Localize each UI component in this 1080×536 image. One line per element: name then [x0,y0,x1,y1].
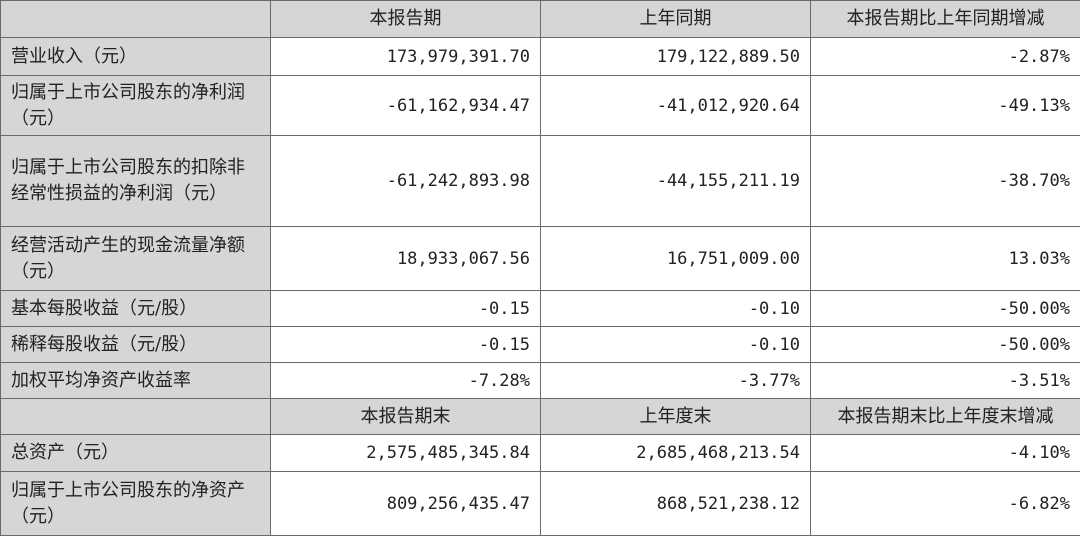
column-header: 本报告期末 [271,399,541,435]
table-cell: -3.77% [541,363,811,399]
table-cell: -2.87% [811,38,1080,76]
header-row: 本报告期末上年度末本报告期末比上年度末增减 [1,399,1080,435]
column-header [1,399,271,435]
column-header [1,1,271,38]
table-cell: -7.28% [271,363,541,399]
column-header: 上年同期 [541,1,811,38]
table-cell: 173,979,391.70 [271,38,541,76]
row-label: 稀释每股收益（元/股） [1,327,271,363]
table-row: 基本每股收益（元/股）-0.15-0.10-50.00% [1,291,1080,327]
table-cell: -0.10 [541,291,811,327]
table-cell: 868,521,238.12 [541,472,811,536]
table-cell: 18,933,067.56 [271,227,541,291]
table-row: 归属于上市公司股东的扣除非经常性损益的净利润（元）-61,242,893.98-… [1,136,1080,227]
table-cell: -4.10% [811,435,1080,472]
row-label: 加权平均净资产收益率 [1,363,271,399]
row-label: 基本每股收益（元/股） [1,291,271,327]
table-cell: -41,012,920.64 [541,76,811,136]
table-cell: 2,575,485,345.84 [271,435,541,472]
column-header: 上年度末 [541,399,811,435]
table-cell: -49.13% [811,76,1080,136]
row-label: 归属于上市公司股东的净资产（元） [1,472,271,536]
row-label: 经营活动产生的现金流量净额（元） [1,227,271,291]
table-row: 加权平均净资产收益率-7.28%-3.77%-3.51% [1,363,1080,399]
table-cell: -3.51% [811,363,1080,399]
table-cell: -0.15 [271,291,541,327]
row-label: 总资产（元） [1,435,271,472]
table-cell: -44,155,211.19 [541,136,811,227]
table-cell: -50.00% [811,291,1080,327]
table-cell: 13.03% [811,227,1080,291]
table-cell: -61,162,934.47 [271,76,541,136]
table-cell: 16,751,009.00 [541,227,811,291]
table-cell: -61,242,893.98 [271,136,541,227]
table-row: 归属于上市公司股东的净利润（元）-61,162,934.47-41,012,92… [1,76,1080,136]
table-cell: -50.00% [811,327,1080,363]
row-label: 归属于上市公司股东的净利润（元） [1,76,271,136]
table-row: 稀释每股收益（元/股）-0.15-0.10-50.00% [1,327,1080,363]
header-row: 本报告期上年同期本报告期比上年同期增减 [1,1,1080,38]
column-header: 本报告期 [271,1,541,38]
table-cell: -38.70% [811,136,1080,227]
table-cell: -0.10 [541,327,811,363]
table-cell: -0.15 [271,327,541,363]
table-cell: 809,256,435.47 [271,472,541,536]
column-header: 本报告期末比上年度末增减 [811,399,1080,435]
row-label: 归属于上市公司股东的扣除非经常性损益的净利润（元） [1,136,271,227]
table-cell: -6.82% [811,472,1080,536]
table-cell: 179,122,889.50 [541,38,811,76]
row-label: 营业收入（元） [1,38,271,76]
column-header: 本报告期比上年同期增减 [811,1,1080,38]
table-cell: 2,685,468,213.54 [541,435,811,472]
